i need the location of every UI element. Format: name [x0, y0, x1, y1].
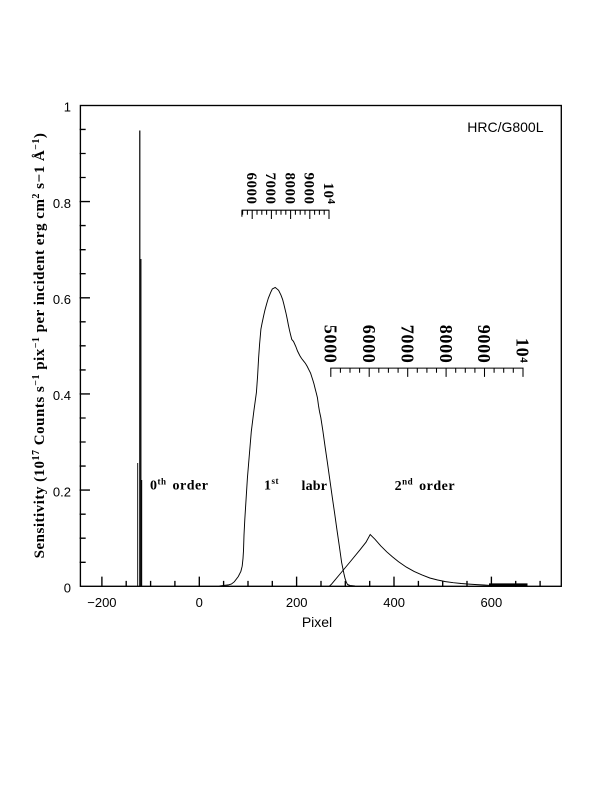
svg-text:9000: 9000 [474, 325, 494, 364]
svg-text:8000: 8000 [281, 173, 297, 205]
svg-text:HRC/G800L: HRC/G800L [467, 119, 543, 135]
svg-text:Pixel: Pixel [302, 614, 332, 630]
svg-text:9000: 9000 [301, 173, 317, 205]
svg-text:5000: 5000 [321, 325, 341, 364]
svg-text:8000: 8000 [436, 325, 456, 364]
svg-text:Sensitivity (1017 Counts s−1 p: Sensitivity (1017 Counts s−1 pix−1 per i… [31, 133, 48, 559]
svg-text:0: 0 [64, 581, 71, 596]
svg-text:600: 600 [481, 595, 503, 610]
svg-text:0.6: 0.6 [53, 292, 71, 307]
svg-text:7000: 7000 [262, 173, 278, 205]
svg-text:200: 200 [286, 595, 308, 610]
svg-text:7000: 7000 [397, 325, 417, 364]
svg-text:0.2: 0.2 [53, 484, 71, 499]
svg-text:0: 0 [196, 595, 203, 610]
svg-text:104: 104 [513, 338, 533, 364]
svg-text:1: 1 [64, 100, 71, 115]
svg-text:0.8: 0.8 [53, 196, 71, 211]
svg-text:labr: labr [302, 479, 328, 494]
svg-text:−200: −200 [87, 595, 116, 610]
svg-text:6000: 6000 [359, 325, 379, 364]
svg-text:400: 400 [383, 595, 405, 610]
svg-text:0.4: 0.4 [53, 388, 71, 403]
svg-text:6000: 6000 [243, 173, 259, 205]
